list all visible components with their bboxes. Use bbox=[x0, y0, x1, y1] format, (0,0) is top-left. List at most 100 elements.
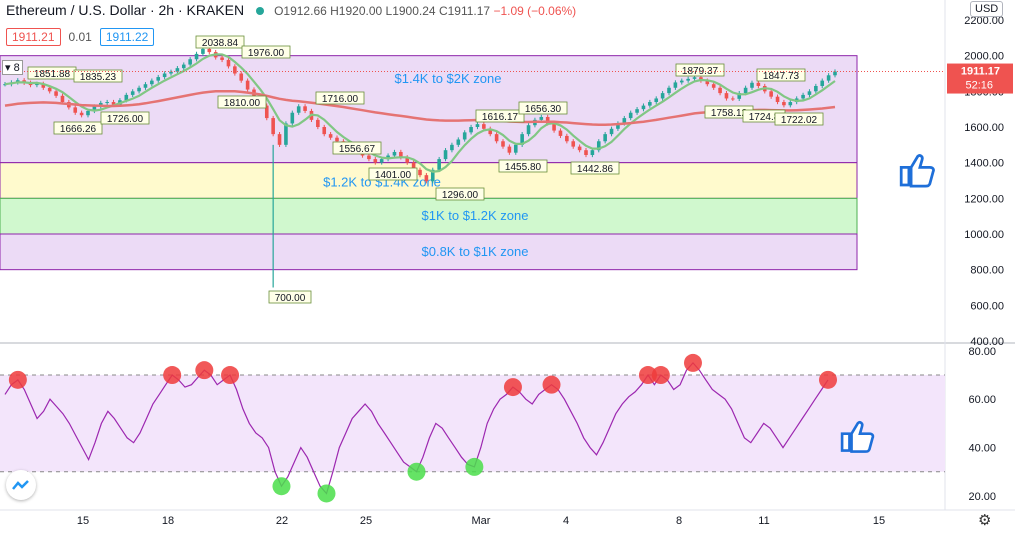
candle-body bbox=[245, 80, 250, 90]
rsi-axis-tick: 20.00 bbox=[968, 491, 996, 503]
candle-body bbox=[437, 159, 441, 170]
time-axis-tick: 22 bbox=[276, 515, 288, 527]
price-annotation-box bbox=[475, 109, 525, 123]
zone-label: $1K to $1.2K zone bbox=[422, 208, 529, 223]
market-status-icon bbox=[256, 7, 265, 16]
fast-moving-average bbox=[4, 53, 836, 173]
candle-body bbox=[92, 106, 97, 111]
candle-body bbox=[35, 83, 39, 86]
price-annotation: 1722.02 bbox=[781, 115, 818, 126]
candle-body bbox=[424, 175, 429, 182]
price-annotation-box bbox=[195, 35, 245, 49]
candle-body bbox=[737, 93, 742, 99]
candle-body bbox=[584, 150, 588, 155]
symbol-title[interactable]: Ethereum / U.S. Dollar · 2h · KRAKEN bbox=[6, 2, 245, 18]
candle-body bbox=[175, 68, 180, 72]
price-annotation-box bbox=[53, 121, 103, 135]
candle-body bbox=[596, 141, 601, 151]
tradingview-logo-icon[interactable] bbox=[6, 470, 36, 500]
zone-label: $0.8K to $1K zone bbox=[422, 244, 529, 259]
candle-body bbox=[731, 98, 735, 100]
dropdown-arrow-icon: ▾ bbox=[5, 62, 11, 74]
candle-body bbox=[79, 112, 84, 116]
overbought-marker bbox=[503, 378, 522, 397]
candle-body bbox=[54, 91, 58, 96]
candle-body bbox=[469, 127, 473, 133]
settings-gear-icon[interactable]: ⚙ bbox=[978, 512, 992, 529]
candle-body bbox=[284, 123, 288, 145]
price-axis-tick: 400.00 bbox=[970, 336, 1004, 348]
thumbs-up-shape bbox=[840, 421, 875, 453]
candle-body bbox=[558, 130, 563, 136]
candle-body bbox=[162, 73, 167, 78]
price-axis-tick: 2000.00 bbox=[964, 51, 1004, 63]
candle-body bbox=[137, 87, 141, 92]
oversold-marker bbox=[465, 457, 484, 476]
price-annotation: 1616.17 bbox=[482, 112, 519, 123]
candle-body bbox=[475, 124, 480, 127]
candle-body bbox=[539, 117, 544, 120]
time-axis-tick: 4 bbox=[563, 515, 569, 527]
price-annotation: 1976.00 bbox=[248, 48, 285, 59]
rsi-axis-tick: 60.00 bbox=[968, 394, 996, 406]
price-annotation: 1724.8 bbox=[749, 112, 780, 123]
overbought-marker bbox=[683, 353, 702, 372]
candle-body bbox=[686, 78, 690, 81]
candle-body bbox=[169, 71, 173, 74]
candle-body bbox=[494, 134, 499, 142]
price-annotation-box bbox=[73, 69, 123, 83]
candle-body bbox=[418, 169, 422, 176]
candle-body bbox=[641, 105, 646, 110]
candle-body bbox=[482, 124, 486, 129]
price-axis-tick: 1400.00 bbox=[964, 158, 1004, 170]
price-annotation: 1810.00 bbox=[224, 98, 261, 109]
ask-button[interactable]: 1911.22 bbox=[99, 28, 155, 46]
candle-body bbox=[456, 139, 461, 145]
overbought-marker bbox=[8, 370, 27, 389]
oversold-marker bbox=[272, 477, 291, 496]
candle-body bbox=[635, 109, 639, 113]
price-annotation: 1455.80 bbox=[505, 162, 542, 173]
candle-body bbox=[705, 80, 710, 85]
overbought-marker bbox=[221, 366, 240, 385]
zone-band bbox=[0, 162, 858, 199]
candle-body bbox=[775, 96, 780, 103]
candle-body bbox=[801, 94, 805, 99]
open-value: O1912.66 bbox=[274, 4, 327, 18]
zone-label: $1.4K to $2K zone bbox=[395, 71, 502, 86]
candle-body bbox=[603, 134, 607, 142]
price-annotation-box bbox=[100, 111, 150, 125]
bid-button[interactable]: 1911.21 bbox=[6, 28, 61, 46]
price-annotation: 1716.00 bbox=[322, 94, 359, 105]
price-axis-tick: 1600.00 bbox=[964, 122, 1004, 134]
overbought-marker bbox=[195, 361, 214, 380]
candle-body bbox=[373, 159, 378, 163]
candle-body bbox=[399, 151, 403, 158]
low-value: L1900.24 bbox=[385, 4, 436, 18]
candle-body bbox=[156, 77, 161, 81]
candle-body bbox=[264, 105, 269, 119]
candle-body bbox=[316, 119, 320, 127]
indicator-dropdown[interactable]: ▾ 8 bbox=[2, 60, 23, 75]
price-annotation-box bbox=[368, 167, 418, 181]
candle-body bbox=[411, 162, 416, 170]
candle-body bbox=[679, 80, 684, 83]
candle-body bbox=[807, 91, 812, 95]
candle-body bbox=[565, 135, 569, 142]
candle-body bbox=[188, 59, 192, 65]
candle-body bbox=[648, 102, 652, 106]
currency-button[interactable]: USD bbox=[970, 1, 1004, 17]
price-annotation: 1835.23 bbox=[80, 72, 117, 83]
candle-body bbox=[507, 146, 512, 153]
price-annotation: 1656.30 bbox=[525, 104, 562, 115]
candle-body bbox=[577, 146, 582, 151]
candle-body bbox=[41, 83, 46, 88]
price-annotation: 1666.26 bbox=[60, 124, 97, 135]
candle-body bbox=[47, 87, 52, 92]
price-annotation-box bbox=[498, 159, 548, 173]
overbought-marker bbox=[542, 375, 561, 394]
price-annotation-box bbox=[774, 112, 824, 126]
candle-body bbox=[692, 77, 697, 79]
candle-body bbox=[616, 123, 620, 129]
candle-body bbox=[233, 66, 237, 74]
